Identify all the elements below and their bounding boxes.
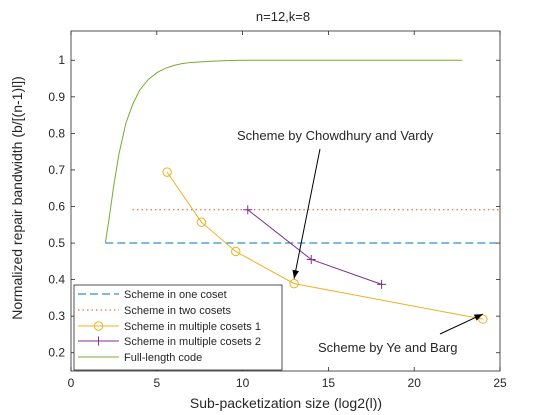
x-tick-label: 25 (493, 376, 507, 390)
data-point (289, 278, 299, 289)
x-axis-label: Sub-packetization size (log2(l)) (190, 395, 382, 411)
x-tick-label: 0 (68, 376, 75, 390)
legend-label-one-coset: Scheme in one coset (124, 289, 227, 301)
series-2 (162, 167, 488, 324)
series-line (104, 59, 463, 244)
arrow-head (292, 269, 299, 279)
legend-swatch-multiple-cosets-2 (78, 336, 119, 346)
chart-title: n=12,k=8 (256, 9, 310, 24)
annotations: Scheme by Chowdhury and Vardy Scheme by … (237, 128, 484, 355)
y-axis-label: Normalized repair bandwidth (b/[(n-1)l]) (9, 76, 25, 320)
x-tick-label: 15 (322, 376, 336, 390)
legend-label-full-length: Full-length code (124, 352, 202, 364)
y-tick-label: 0.6 (48, 199, 65, 213)
data-point (162, 167, 172, 177)
series-3 (243, 205, 387, 289)
y-tick-label: 0.7 (48, 163, 65, 177)
legend: Scheme in one coset Scheme in two cosets… (73, 284, 283, 371)
x-tick-label: 20 (408, 376, 422, 390)
x-tick-label: 10 (236, 376, 250, 390)
y-tick-label: 0.2 (48, 346, 65, 360)
annotation-arrow-chowdhury-vardy (292, 148, 321, 279)
legend-entry-multiple-cosets-1: Scheme in multiple cosets 1 (78, 321, 261, 333)
legend-box (73, 284, 283, 371)
data-point (243, 205, 253, 215)
y-tick-label: 0.3 (48, 309, 65, 323)
series-line (166, 171, 483, 320)
legend-swatch-multiple-cosets-1 (78, 321, 119, 331)
legend-entry-multiple-cosets-2: Scheme in multiple cosets 2 (78, 336, 261, 348)
legend-label-multiple-cosets-2: Scheme in multiple cosets 2 (124, 336, 261, 348)
y-tick-label: 0.5 (48, 236, 65, 250)
legend-entry-full-length: Full-length code (78, 352, 202, 364)
y-tick-label: 0.8 (48, 126, 65, 140)
data-point (377, 279, 387, 289)
annotation-chowdhury-vardy: Scheme by Chowdhury and Vardy (237, 128, 434, 143)
axes-box (70, 30, 501, 372)
plot-area (104, 59, 500, 324)
data-point (196, 217, 207, 227)
data-point (231, 246, 241, 257)
annotation-ye-barg: Scheme by Ye and Barg (318, 340, 458, 355)
y-tick-label: 0.9 (48, 90, 65, 104)
y-tick-label: 1 (58, 53, 65, 67)
legend-entry-two-cosets: Scheme in two cosets (78, 305, 231, 317)
data-point (478, 314, 488, 324)
arrow-head (473, 314, 483, 321)
y-tick-label: 0.4 (48, 273, 65, 287)
arrow-line (293, 148, 321, 279)
legend-label-two-cosets: Scheme in two cosets (124, 305, 231, 317)
series-4 (104, 59, 463, 244)
legend-label-multiple-cosets-1: Scheme in multiple cosets 1 (124, 321, 261, 333)
annotation-arrow-ye-barg (439, 313, 484, 335)
legend-entry-one-coset: Scheme in one coset (78, 289, 227, 301)
x-tick-label: 5 (153, 376, 160, 390)
data-point (306, 254, 316, 264)
axes: 0 5 10 15 20 25 0.2 0.3 0.4 0.5 0.6 0.7 0.8 0.9 1 (48, 30, 507, 390)
